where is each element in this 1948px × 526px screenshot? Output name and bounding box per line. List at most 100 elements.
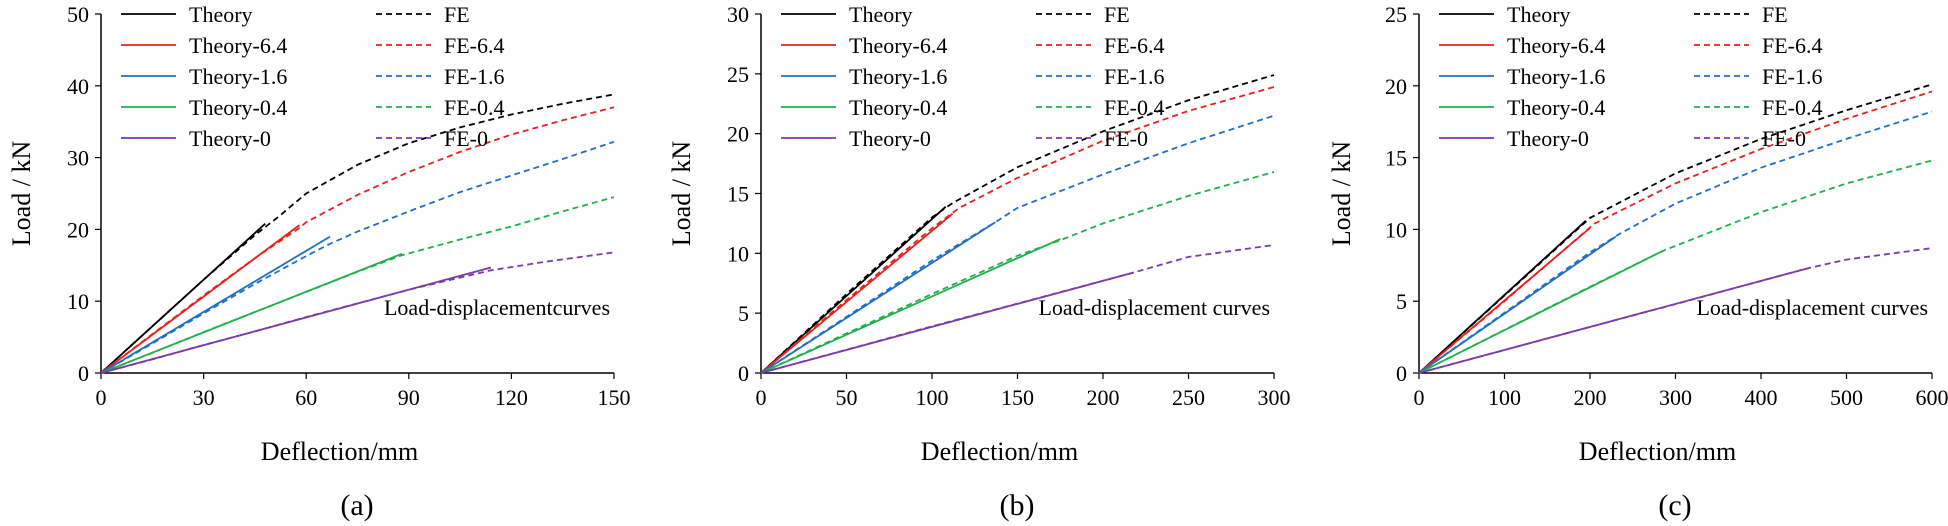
y-axis-label: Load / kN [7, 141, 36, 247]
x-tick-label: 30 [193, 385, 215, 410]
x-tick-label: 400 [1745, 385, 1778, 410]
legend-label: FE-6.4 [1762, 33, 1823, 58]
y-tick-label: 40 [67, 74, 89, 99]
legend-label: Theory-0.4 [189, 95, 287, 120]
x-tick-label: 120 [495, 385, 528, 410]
legend: Theory FE Theory-6.4 FE-6.4 Theory-1.6 FE-1.6… [781, 2, 1165, 151]
x-axis-label: Deflection/mm [1579, 437, 1736, 466]
legend-label: FE-0.4 [1762, 95, 1823, 120]
series-line-theory-1-6 [760, 221, 996, 374]
x-tick-label: 0 [1414, 385, 1425, 410]
legend-label: FE [1104, 2, 1130, 27]
legend-label: FE-1.6 [444, 64, 505, 89]
x-tick-label: 500 [1830, 385, 1863, 410]
chart-panel-1: 0 30 60 90 120 150 0 10 20 30 40 50 Deflection/mm Loa… [7, 2, 631, 522]
y-tick-label: 30 [727, 2, 749, 27]
y-tick-label: 5 [738, 301, 749, 326]
x-tick-label: 90 [398, 385, 420, 410]
panel-caption: (c) [1658, 489, 1691, 522]
legend-label: Theory [849, 2, 913, 27]
y-tick-label: 15 [727, 182, 749, 207]
legend-label: FE-0 [1762, 126, 1806, 151]
legend-label: FE-0.4 [444, 95, 505, 120]
y-tick-label: 20 [1385, 74, 1407, 99]
legend-label: Theory-6.4 [1507, 33, 1605, 58]
x-tick-label: 100 [1488, 385, 1521, 410]
legend-label: Theory [189, 2, 253, 27]
x-tick-label: 100 [916, 385, 949, 410]
panel-caption: (b) [1000, 489, 1035, 522]
panel-caption: (a) [340, 489, 373, 522]
chart-panel-2: 0 50 100 150 200 250 300 0 5 10 15 20 25 30 Deflection… [667, 2, 1291, 522]
legend-label: FE-0.4 [1104, 95, 1165, 120]
y-tick-label: 25 [1385, 2, 1407, 27]
legend: Theory FE Theory-6.4 FE-6.4 Theory-1.6 FE-1.6… [121, 2, 505, 151]
series-line-fe-0 [100, 251, 615, 374]
legend-label: Theory-0.4 [849, 95, 947, 120]
legend: Theory FE Theory-6.4 FE-6.4 Theory-1.6 FE-1.6… [1439, 2, 1823, 151]
x-tick-label: 0 [96, 385, 107, 410]
x-tick-label: 300 [1258, 385, 1291, 410]
y-tick-label: 20 [727, 122, 749, 147]
series-line-fe [1418, 83, 1933, 374]
chart-panel-3: 0 100 200 300 400 500 600 0 5 10 15 20 25 Deflection/… [1327, 2, 1948, 522]
series-line-fe-0-4 [760, 171, 1275, 374]
x-tick-label: 250 [1172, 385, 1205, 410]
x-tick-label: 50 [836, 385, 858, 410]
legend-label: FE-0 [1104, 126, 1148, 151]
series-line-fe-0-4 [100, 196, 615, 374]
series-line-fe-1-6 [100, 140, 615, 374]
series-line-fe-0 [760, 244, 1275, 374]
y-tick-label: 20 [67, 217, 89, 242]
legend-label: FE-0 [444, 126, 488, 151]
series-line-fe-0 [1418, 247, 1933, 374]
x-tick-label: 150 [1001, 385, 1034, 410]
y-axis-label: Load / kN [1327, 141, 1356, 247]
y-axis-label: Load / kN [667, 141, 696, 247]
series-line-fe [100, 93, 615, 374]
y-tick-label: 30 [67, 146, 89, 171]
series-line-fe-1-6 [1418, 110, 1933, 374]
x-tick-label: 0 [756, 385, 767, 410]
legend-label: FE-6.4 [1104, 33, 1165, 58]
y-tick-label: 0 [78, 361, 89, 386]
x-tick-label: 300 [1659, 385, 1692, 410]
curves-annotation: Load-displacement curves [1696, 295, 1928, 320]
series-line-fe-6-4 [760, 86, 1275, 374]
legend-label: Theory-0 [1507, 126, 1589, 151]
legend-label: Theory-6.4 [849, 33, 947, 58]
curves-annotation: Load-displacementcurves [384, 295, 610, 320]
legend-label: Theory-0.4 [1507, 95, 1605, 120]
y-tick-label: 50 [67, 2, 89, 27]
legend-label: Theory-0 [189, 126, 271, 151]
series-line-theory-1-6 [100, 235, 331, 374]
x-axis-label: Deflection/mm [261, 437, 418, 466]
x-tick-label: 200 [1087, 385, 1120, 410]
y-tick-label: 15 [1385, 146, 1407, 171]
series-line-fe-1-6 [760, 114, 1275, 374]
series-line-theory-6-4 [760, 213, 954, 374]
legend-label: FE-1.6 [1104, 64, 1165, 89]
legend-label: Theory-1.6 [849, 64, 947, 89]
legend-label: Theory [1507, 2, 1571, 27]
y-tick-label: 10 [1385, 217, 1407, 242]
series-line-fe-6-4 [100, 106, 615, 374]
series-line-theory-1-6 [1418, 235, 1617, 374]
legend-label: Theory-6.4 [189, 33, 287, 58]
legend-label: FE [444, 2, 470, 27]
x-tick-label: 600 [1916, 385, 1948, 410]
y-tick-label: 0 [738, 361, 749, 386]
legend-label: FE [1762, 2, 1788, 27]
series-line-fe-0-4 [1418, 159, 1933, 374]
y-tick-label: 0 [1396, 361, 1407, 386]
series-line-fe [760, 74, 1275, 374]
x-tick-label: 60 [295, 385, 317, 410]
y-tick-label: 10 [727, 241, 749, 266]
series-line-fe-6-4 [1418, 90, 1933, 374]
x-tick-label: 150 [598, 385, 631, 410]
x-tick-label: 200 [1574, 385, 1607, 410]
legend-label: Theory-1.6 [189, 64, 287, 89]
legend-label: FE-1.6 [1762, 64, 1823, 89]
legend-label: Theory-0 [849, 126, 931, 151]
